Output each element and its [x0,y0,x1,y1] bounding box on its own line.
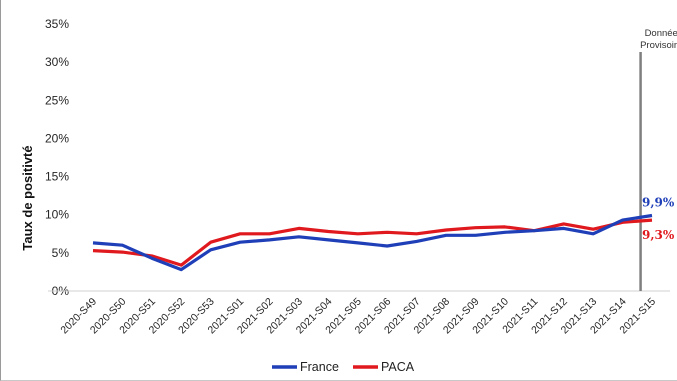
data-label-paca: 9,3% [642,228,675,242]
x-axis-ticks: 2020-S492020-S502020-S512020-S522020-S53… [58,296,658,337]
y-axis-ticks: 0%5%10%15%20%25%30%35% [45,17,69,298]
y-tick-label: 30% [45,55,69,69]
legend-label-paca: PACA [381,360,415,374]
series-lines [92,213,653,272]
annotation-text: Provisoires [640,40,677,51]
legend: France PACA [272,360,415,374]
series-line-paca [92,218,653,267]
y-tick-label: 25% [45,93,69,107]
data-labels: 9,9% 9,3% [642,195,675,242]
data-label-france: 9,9% [642,195,675,209]
y-tick-label: 5% [52,246,70,260]
y-axis-label: Taux de positivté [20,145,35,250]
series-line-france [92,213,653,272]
provisional-annotation: DonnéesProvisoires [639,28,677,291]
annotation-text: Données [645,28,677,39]
legend-label-france: France [300,360,339,374]
y-tick-label: 10% [45,208,69,222]
y-tick-label: 20% [45,131,69,145]
y-tick-label: 15% [45,170,69,184]
y-tick-label: 35% [45,17,69,31]
